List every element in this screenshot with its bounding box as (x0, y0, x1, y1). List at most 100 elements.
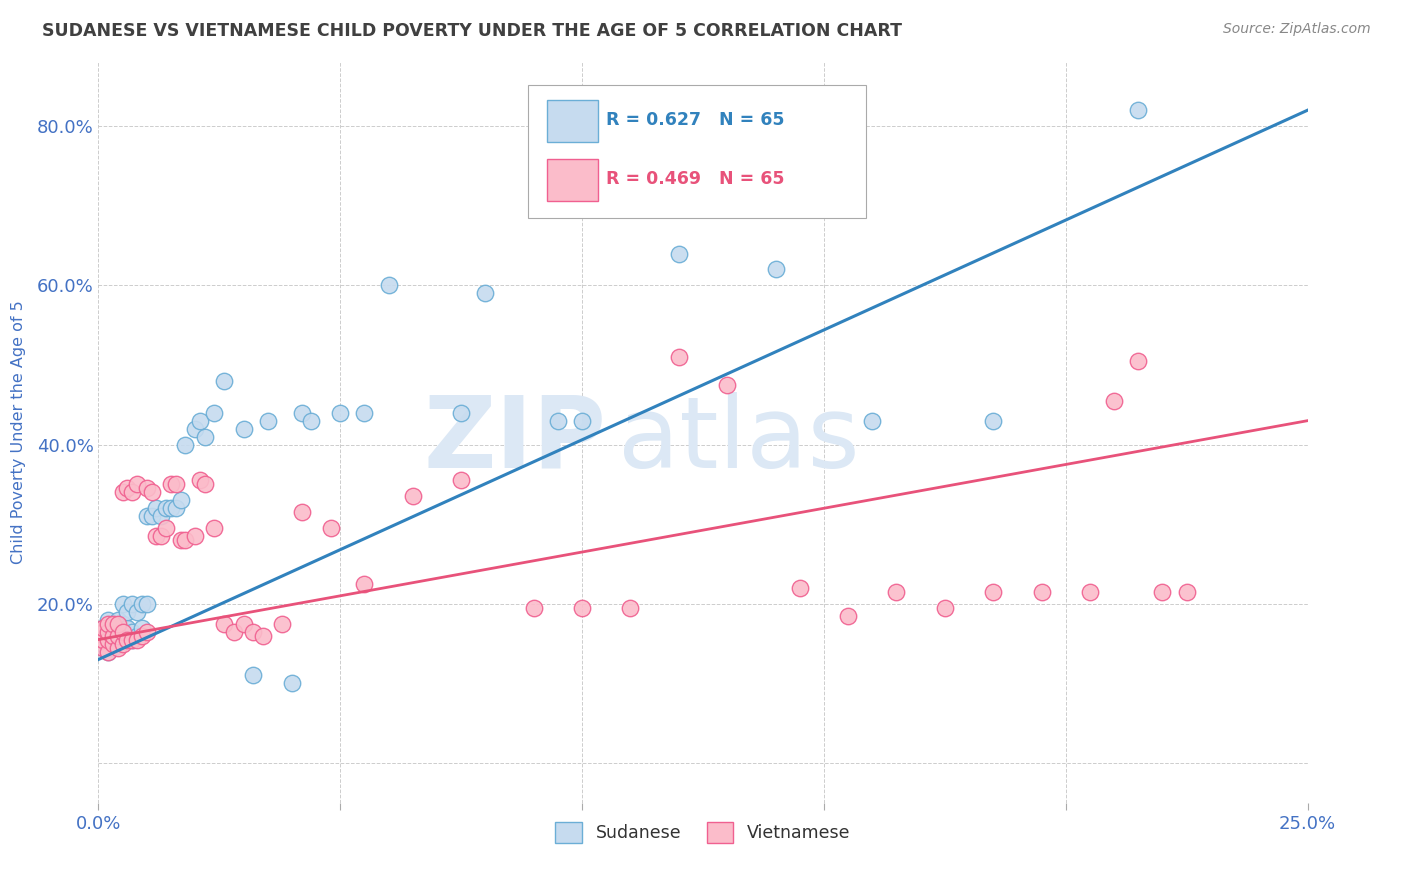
Point (252, 629, 274, 643)
Point (860, 414, 883, 428)
Point (121, 485, 143, 500)
Point (101, 629, 124, 643)
Point (91, 629, 114, 643)
Point (1128, 354, 1150, 368)
Point (91, 621, 114, 635)
Point (107, 629, 129, 643)
Point (97, 632, 120, 647)
Point (107, 613, 129, 627)
Point (981, 584, 1004, 599)
Point (204, 406, 226, 420)
Point (117, 621, 139, 635)
Point (1128, 103, 1150, 118)
Point (97, 637, 120, 651)
Point (150, 509, 173, 524)
Point (160, 477, 183, 491)
Point (127, 605, 149, 619)
Point (319, 521, 342, 535)
Point (141, 485, 163, 500)
Point (174, 437, 197, 451)
Point (194, 429, 217, 443)
Point (97, 624, 120, 639)
Y-axis label: Child Poverty Under the Age of 5: Child Poverty Under the Age of 5 (11, 301, 25, 565)
Legend: Sudanese, Vietnamese: Sudanese, Vietnamese (548, 814, 858, 850)
FancyBboxPatch shape (547, 160, 598, 201)
Point (1078, 584, 1101, 599)
Point (97, 613, 120, 627)
Point (91, 637, 114, 651)
Point (111, 624, 134, 639)
Point (169, 493, 191, 508)
Point (571, 414, 593, 428)
Point (188, 414, 211, 428)
Point (111, 637, 134, 651)
Point (1175, 584, 1198, 599)
Point (117, 632, 139, 647)
Point (101, 632, 124, 647)
Point (135, 597, 157, 611)
Point (111, 632, 134, 647)
Point (121, 632, 143, 647)
Point (165, 477, 187, 491)
Point (107, 640, 129, 655)
Point (188, 474, 211, 488)
Point (184, 422, 207, 436)
Point (150, 529, 173, 543)
Point (299, 414, 322, 428)
Point (353, 406, 375, 420)
Point (290, 505, 312, 519)
Point (290, 406, 312, 420)
Point (886, 584, 908, 599)
Point (141, 509, 163, 524)
Point (91, 621, 114, 635)
Point (281, 676, 304, 690)
Point (194, 477, 217, 491)
Point (232, 422, 254, 436)
Point (117, 481, 139, 495)
Point (329, 406, 352, 420)
Point (117, 629, 139, 643)
Point (934, 600, 956, 615)
Point (101, 624, 124, 639)
Text: R = 0.627   N = 65: R = 0.627 N = 65 (606, 112, 785, 129)
Point (204, 521, 226, 535)
Point (135, 481, 157, 495)
Point (131, 621, 153, 635)
Point (97, 644, 120, 658)
Point (547, 414, 569, 428)
Text: SUDANESE VS VIETNAMESE CHILD POVERTY UNDER THE AGE OF 5 CORRELATION CHART: SUDANESE VS VIETNAMESE CHILD POVERTY UND… (42, 22, 903, 40)
Point (155, 501, 177, 516)
Point (101, 616, 124, 631)
Point (97, 644, 120, 658)
Point (981, 414, 1004, 428)
Point (169, 533, 191, 547)
Point (353, 577, 375, 591)
Point (1102, 393, 1125, 408)
Point (135, 624, 157, 639)
Point (668, 246, 690, 260)
Point (101, 637, 124, 651)
Point (111, 624, 134, 639)
Point (91, 640, 114, 655)
Point (789, 581, 811, 595)
Point (145, 501, 167, 516)
Point (111, 597, 134, 611)
FancyBboxPatch shape (527, 85, 866, 218)
FancyBboxPatch shape (547, 100, 598, 142)
Point (450, 474, 472, 488)
Point (174, 533, 197, 547)
Point (765, 262, 787, 277)
Point (111, 485, 134, 500)
Point (101, 640, 124, 655)
Point (212, 616, 235, 631)
Point (377, 278, 399, 293)
Point (160, 501, 183, 516)
Point (402, 489, 425, 503)
Point (127, 477, 149, 491)
Point (256, 414, 278, 428)
Point (135, 509, 157, 524)
Point (101, 616, 124, 631)
Point (97, 616, 120, 631)
Point (127, 632, 149, 647)
Text: R = 0.469   N = 65: R = 0.469 N = 65 (606, 170, 785, 188)
